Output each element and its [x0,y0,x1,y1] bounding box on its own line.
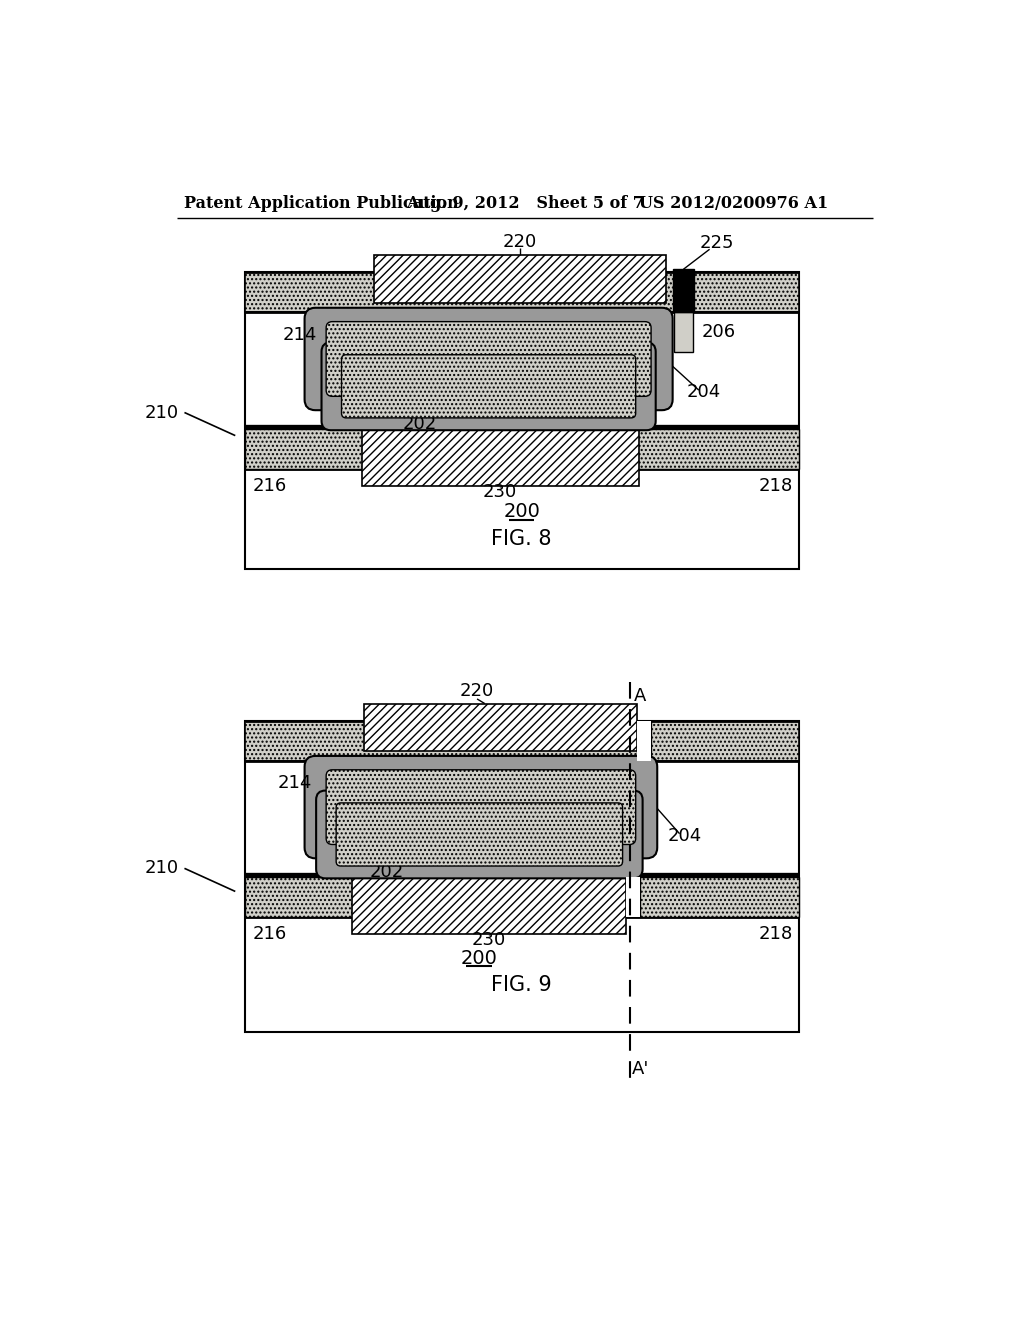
Text: 212: 212 [486,321,521,339]
Bar [626,876,640,917]
Bar [637,721,651,760]
Bar [674,313,692,352]
Text: 210: 210 [145,859,179,878]
Text: 218: 218 [759,477,793,495]
Bar [245,721,799,760]
Text: 218: 218 [759,925,793,942]
FancyBboxPatch shape [322,342,655,430]
Text: Patent Application Publication: Patent Application Publication [184,194,459,211]
Text: 202: 202 [370,863,404,882]
Text: 204: 204 [687,383,721,401]
Bar [245,429,799,469]
Text: FIG. 9: FIG. 9 [492,975,552,995]
Bar [364,704,637,751]
Bar [245,721,799,1032]
Bar [374,256,667,304]
Text: FIG. 8: FIG. 8 [492,529,552,549]
Bar [245,272,799,569]
FancyBboxPatch shape [304,308,673,411]
Text: 202: 202 [403,414,437,433]
Text: 212: 212 [474,770,508,787]
Text: 230: 230 [471,931,506,949]
FancyBboxPatch shape [336,803,623,866]
FancyBboxPatch shape [304,756,657,858]
FancyBboxPatch shape [326,322,651,396]
Text: US 2012/0200976 A1: US 2012/0200976 A1 [639,194,828,211]
Text: 200: 200 [461,949,498,968]
FancyBboxPatch shape [316,791,643,878]
Text: 220: 220 [503,232,538,251]
Text: 216: 216 [252,925,287,942]
FancyBboxPatch shape [342,355,636,418]
Bar [673,269,694,313]
Text: Aug. 9, 2012   Sheet 5 of 7: Aug. 9, 2012 Sheet 5 of 7 [407,194,644,211]
Text: 220: 220 [460,682,495,700]
Bar [245,876,799,917]
Text: 200: 200 [503,503,540,521]
Text: 214: 214 [283,326,316,343]
Text: 214: 214 [278,774,311,792]
FancyBboxPatch shape [326,770,636,845]
Bar [245,272,799,313]
Text: 206: 206 [701,323,736,342]
Text: 216: 216 [252,477,287,495]
Text: 204: 204 [668,828,702,845]
Text: 230: 230 [483,483,517,500]
Text: 225: 225 [700,234,734,252]
Text: A': A' [632,1060,649,1077]
Text: 210: 210 [145,404,179,421]
Bar [352,876,626,933]
Bar [361,429,639,486]
Text: A: A [634,686,646,705]
